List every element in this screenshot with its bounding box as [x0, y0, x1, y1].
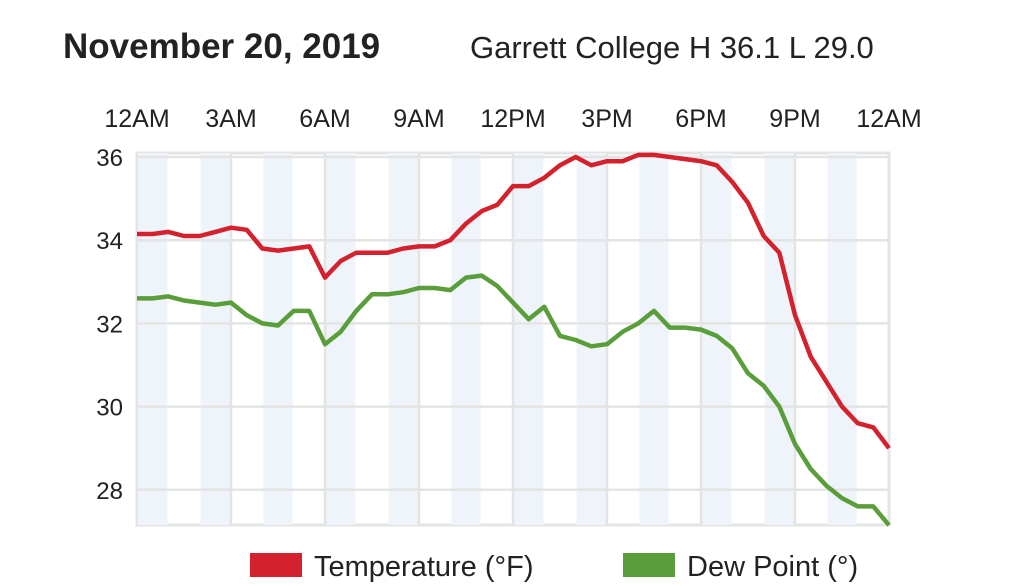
legend-item-dew-point[interactable]: Dew Point (°) — [623, 551, 858, 583]
hour-band — [702, 153, 732, 525]
x-tick-label: 6AM — [299, 105, 350, 133]
x-tick-label: 3AM — [205, 105, 256, 133]
chart-subtitle: Garrett College H 36.1 L 29.0 — [470, 30, 874, 65]
legend-label-temperature: Temperature (°F) — [314, 551, 533, 583]
y-tick-label: 36 — [96, 145, 123, 172]
hour-band — [514, 153, 544, 525]
chart-title: November 20, 2019 — [63, 27, 380, 66]
x-tick-label: 9AM — [393, 105, 444, 133]
y-tick-label: 32 — [96, 311, 123, 338]
hour-band — [451, 153, 481, 525]
temperature-line — [137, 152, 891, 450]
legend-label-dew-point: Dew Point (°) — [687, 551, 858, 583]
legend-swatch-temperature — [250, 553, 302, 577]
x-tick-label: 12AM — [104, 105, 169, 133]
hour-band — [388, 153, 418, 525]
legend: Temperature (°F) Dew Point (°) — [250, 551, 858, 583]
x-tick-label: 3PM — [581, 105, 632, 133]
hour-band — [639, 153, 669, 525]
legend-swatch-dew-point — [623, 553, 675, 577]
y-tick-label: 28 — [96, 478, 123, 505]
series-lines — [137, 152, 891, 527]
hour-band — [764, 153, 794, 525]
hour-band — [827, 153, 857, 525]
hour-band — [576, 153, 606, 525]
x-axis-ticks: 12AM 3AM 6AM 9AM 12PM 3PM 6PM 9PM 12AM — [104, 105, 921, 133]
x-tick-label: 12AM — [856, 105, 921, 133]
hour-band — [263, 153, 293, 525]
y-tick-label: 30 — [96, 395, 123, 422]
x-tick-label: 9PM — [769, 105, 820, 133]
legend-item-temperature[interactable]: Temperature (°F) — [250, 551, 533, 583]
x-tick-label: 12PM — [480, 105, 545, 133]
y-tick-label: 34 — [96, 228, 123, 255]
x-tick-label: 6PM — [675, 105, 726, 133]
hour-band — [138, 153, 168, 525]
y-axis-ticks: 36 34 32 30 28 — [96, 145, 123, 505]
hour-band — [200, 153, 230, 525]
dew-point-line — [137, 273, 891, 527]
